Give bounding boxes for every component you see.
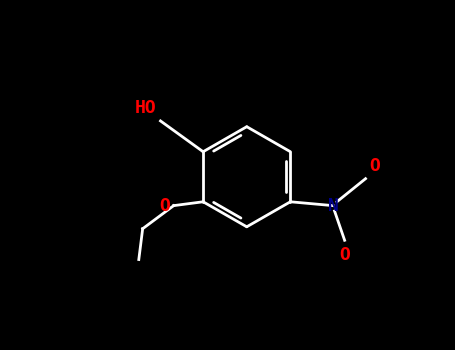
Text: O: O <box>160 197 171 215</box>
Text: O: O <box>369 157 380 175</box>
Text: O: O <box>339 246 350 265</box>
Text: HO: HO <box>135 99 157 117</box>
Text: N: N <box>328 197 339 215</box>
